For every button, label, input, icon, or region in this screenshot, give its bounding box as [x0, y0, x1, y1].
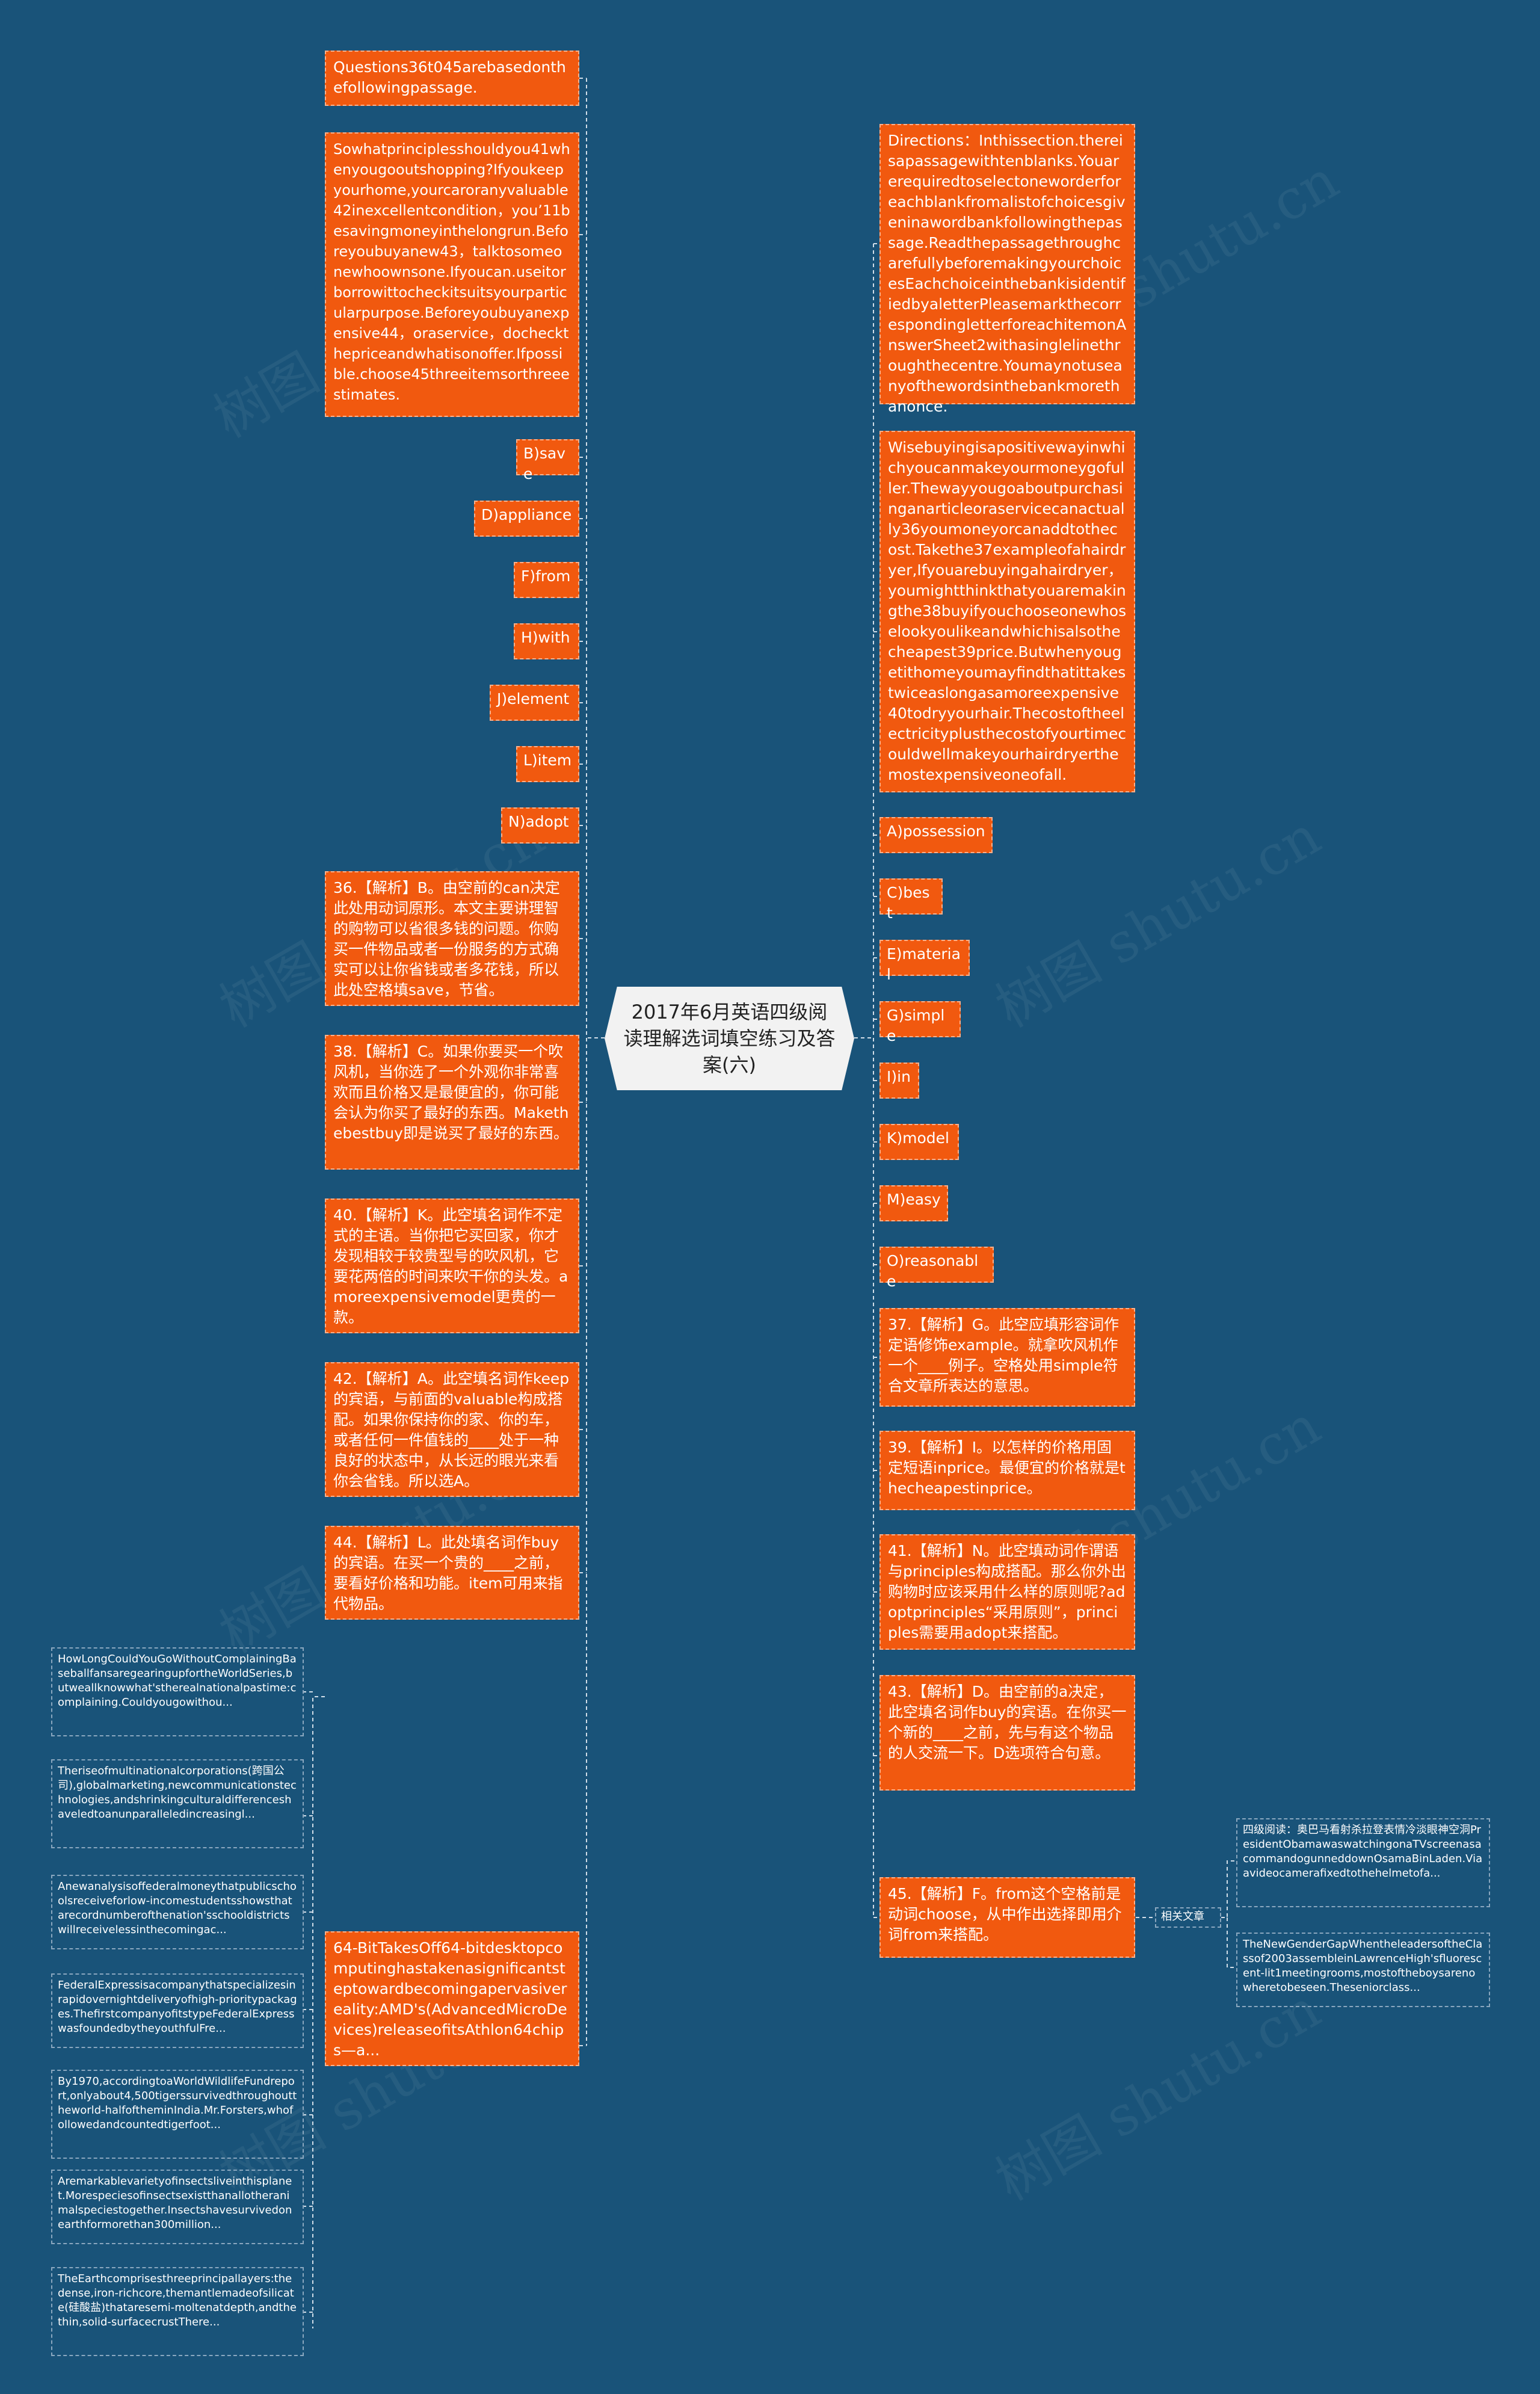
right-node-answer-39[interactable]: 39.【解析】I。以怎样的价格用固定短语inprice。最便宜的价格就是thec… [879, 1431, 1135, 1510]
root-topic[interactable]: 2017年6月英语四级阅读理解选词填空练习及答案(六) [605, 987, 854, 1090]
related-articles-label: 相关文章 [1155, 1907, 1221, 1928]
right-node-directions[interactable]: Directions：Inthissection.thereisapassage… [879, 124, 1135, 415]
left-node-instructions[interactable]: Questions36t045arebasedonthefollowingpas… [325, 51, 579, 106]
right-node-option-m[interactable]: M)easy [879, 1185, 948, 1221]
leaves-trunk [312, 1696, 325, 2328]
right-node-option-a[interactable]: A)possession [879, 817, 993, 853]
left-node-option-j[interactable]: J)element [490, 685, 579, 721]
right-node-answer-37[interactable]: 37.【解析】G。此空应填形容词作定语修饰example。就拿吹风机作一个___… [879, 1308, 1135, 1407]
left-node-answer-38[interactable]: 38.【解析】C。如果你要买一个吹风机，当你选了一个外观你非常喜欢而且价格又是最… [325, 1035, 579, 1170]
left-leaf-article[interactable]: HowLongCouldYouGoWithoutComplainingBaseb… [51, 1647, 304, 1736]
left-leaf-article[interactable]: TheEarthcomprisesthreeprincipallayers:th… [51, 2267, 304, 2356]
related-branches [1221, 1860, 1236, 1968]
right-node-option-e[interactable]: E)material [879, 940, 970, 983]
right-node-option-c[interactable]: C)best [879, 878, 943, 922]
left-node-option-b[interactable]: B)save [516, 439, 579, 483]
right-node-option-o[interactable]: O)reasonable [879, 1247, 994, 1290]
left-node-option-n[interactable]: N)adopt [501, 807, 579, 844]
left-node-option-h[interactable]: H)with [514, 623, 579, 659]
left-node-answer-42[interactable]: 42.【解析】A。此空填名词作keep的宾语，与前面的valuable构成搭配。… [325, 1362, 579, 1497]
left-node-option-f[interactable]: F)from [514, 562, 579, 598]
left-node-related-64bit[interactable]: 64-BitTakesOff64-bitdesktopcomputinghast… [325, 1931, 579, 2066]
right-node-passage[interactable]: Wisebuyingisapositivewayinwhichyoucanmak… [879, 431, 1135, 792]
right-node-option-i[interactable]: I)in [879, 1063, 919, 1099]
left-leaf-article[interactable]: FederalExpressisacompanythatspecializesi… [51, 1973, 304, 2048]
left-node-option-l[interactable]: L)item [516, 746, 579, 782]
left-node-answer-40[interactable]: 40.【解析】K。此空填名词作不定式的主语。当你把它买回家，你才发现相较于较贵型… [325, 1199, 579, 1333]
right-node-answer-45[interactable]: 45.【解析】F。from这个空格前是动词choose，从中作出选择即用介词fr… [879, 1877, 1135, 1958]
right-leaf-article[interactable]: TheNewGenderGapWhentheleadersoftheClasso… [1236, 1933, 1490, 2007]
right-node-option-k[interactable]: K)model [879, 1124, 959, 1160]
right-node-option-g[interactable]: G)simple [879, 1001, 961, 1044]
left-node-answer-36[interactable]: 36.【解析】B。由空前的can决定此处用动词原形。本文主要讲理智的购物可以省很… [325, 871, 579, 1006]
left-node-passage[interactable]: Sowhatprinciplesshouldyou41whenyougoouts… [325, 132, 579, 417]
right-node-answer-41[interactable]: 41.【解析】N。此空填动词作谓语与principles构成搭配。那么你外出购物… [879, 1534, 1135, 1650]
left-branches [579, 78, 587, 2046]
right-leaf-article[interactable]: 四级阅读：奥巴马看射杀拉登表情冷淡眼神空洞PresidentObamawaswa… [1236, 1818, 1490, 1907]
left-leaf-article[interactable]: By1970,accordingtoaWorldWildlifeFundrepo… [51, 2070, 304, 2159]
right-branches [873, 243, 879, 1918]
leaves-branches [304, 1691, 313, 2313]
left-node-option-d[interactable]: D)appliance [474, 501, 579, 537]
left-leaf-article[interactable]: Aremarkablevarietyofinsectsliveinthispla… [51, 2170, 304, 2244]
left-leaf-article[interactable]: Anewanalysisoffederalmoneythatpublicscho… [51, 1875, 304, 1949]
left-leaf-article[interactable]: Theriseofmultinationalcorporations(跨国公司)… [51, 1759, 304, 1848]
left-node-answer-44[interactable]: 44.【解析】L。此处填名词作buy的宾语。在买一个贵的____之前，要看好价格… [325, 1526, 579, 1620]
right-node-answer-43[interactable]: 43.【解析】D。由空前的a决定，此空填名词作buy的宾语。在你买一个新的___… [879, 1675, 1135, 1791]
